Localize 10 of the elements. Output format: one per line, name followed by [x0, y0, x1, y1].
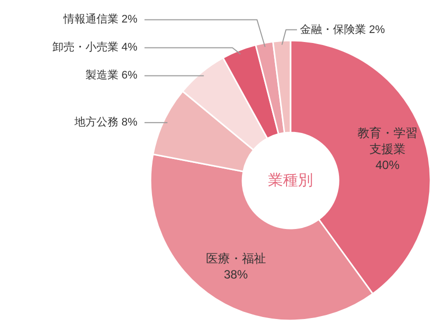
- slice-label: 地方公務 8%: [73, 116, 138, 129]
- slice-label: 卸売・小売業 4%: [52, 40, 138, 54]
- data-label: 38%: [224, 268, 248, 282]
- data-label: 40%: [376, 158, 400, 172]
- slice-label: 製造業 6%: [85, 68, 138, 82]
- slice-label: 教育・学習支援業: [358, 126, 418, 156]
- text: 業種別: [268, 172, 313, 189]
- slice-label: 医療・福祉: [206, 252, 266, 266]
- slice-label: 情報通信業 2%: [62, 12, 138, 26]
- slice-label: 金融・保険業 2%: [300, 24, 386, 36]
